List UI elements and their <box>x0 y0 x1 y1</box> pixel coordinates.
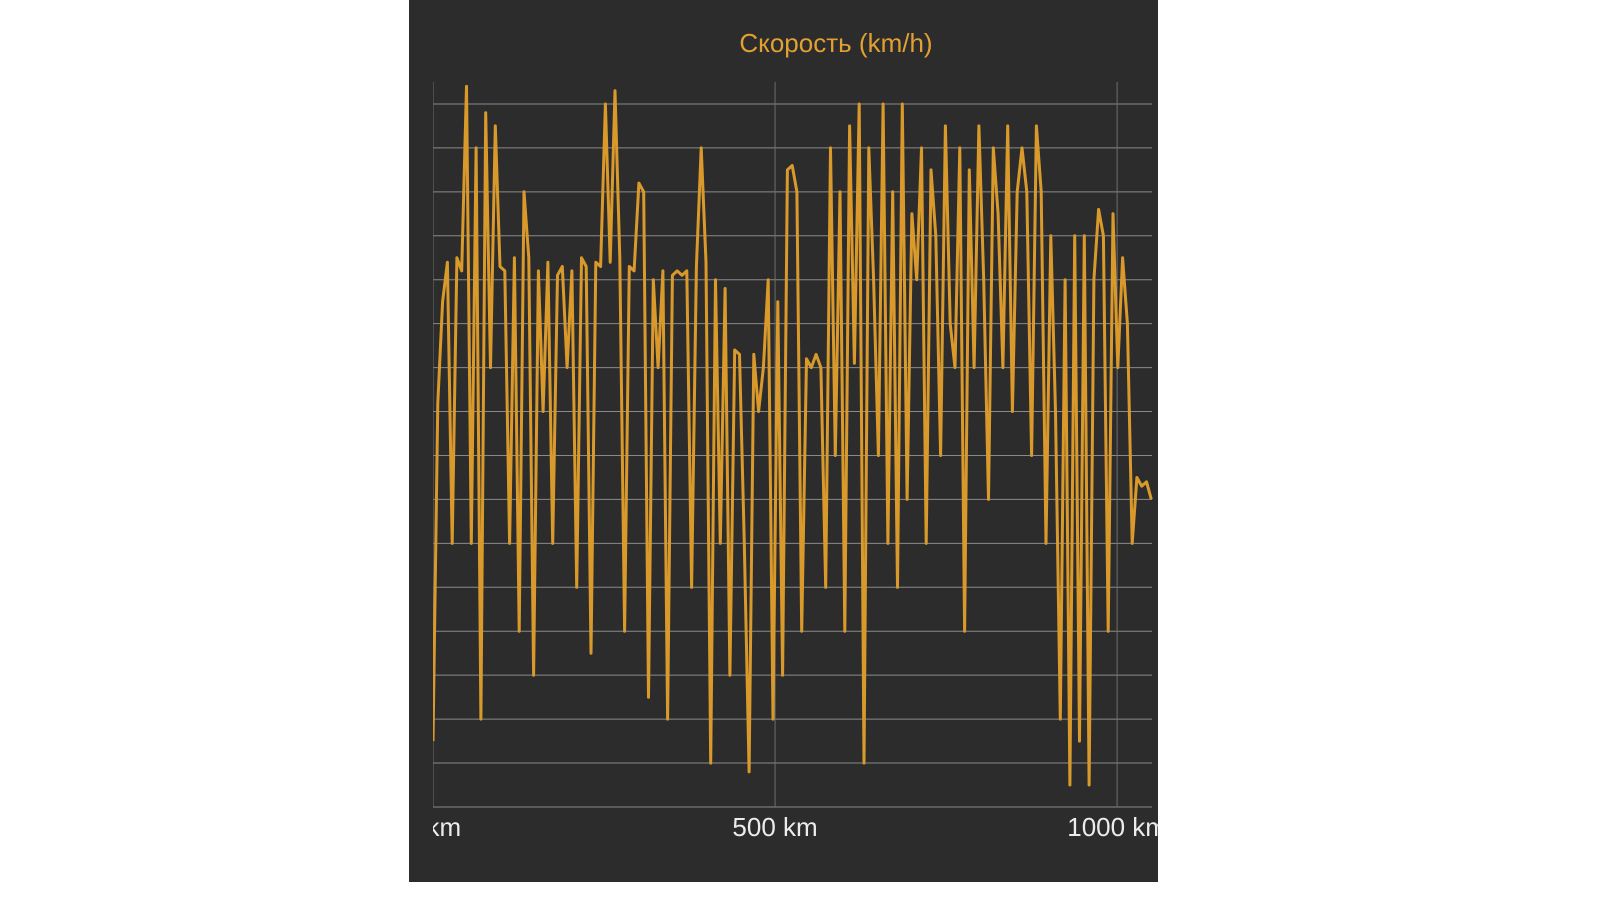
plot: 0 km 500 km 1000 km <box>405 82 1167 842</box>
x-tick-label: 1000 km <box>1067 812 1167 842</box>
speed-line <box>433 84 1153 787</box>
x-tick-label: 0 km <box>405 812 461 842</box>
chart-title: Скорость (km/h) <box>739 28 932 58</box>
x-tick-label: 500 km <box>732 812 817 842</box>
